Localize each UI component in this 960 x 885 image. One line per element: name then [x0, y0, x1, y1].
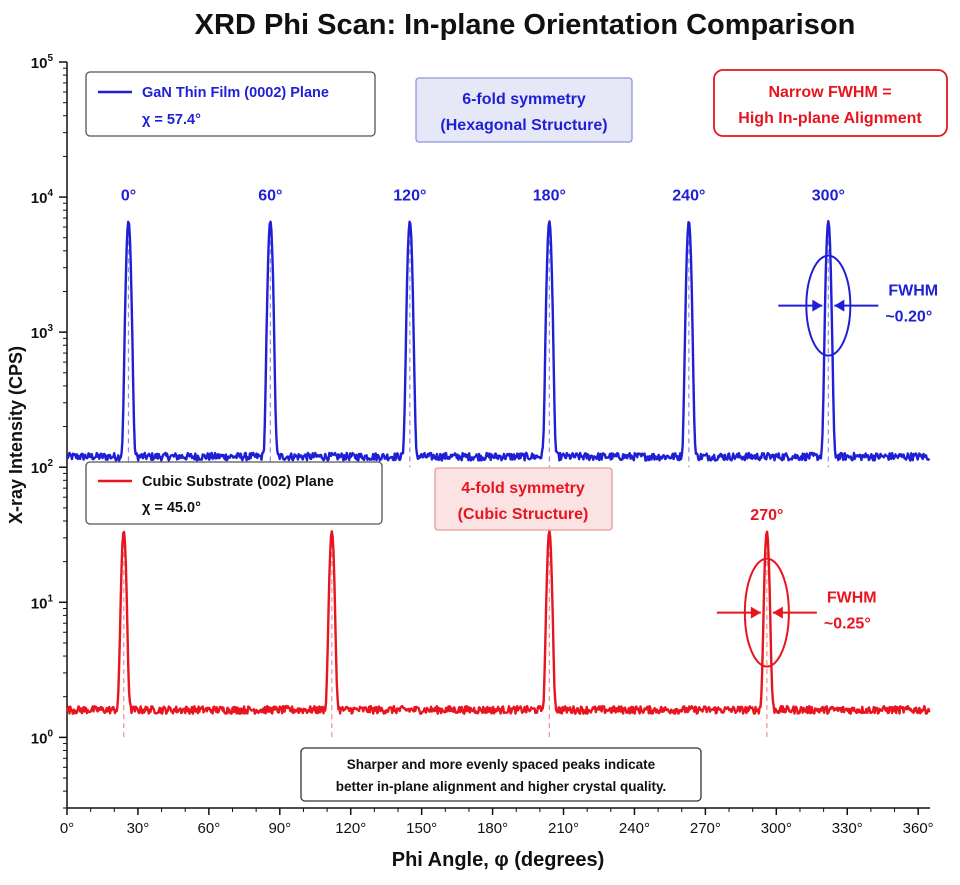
- fwhm-arrowhead-left: [812, 299, 823, 312]
- fwhm-arrowhead-left: [750, 606, 761, 619]
- legend-gan-chi: χ = 57.4°: [142, 112, 201, 128]
- x-tick-label: 150°: [406, 820, 437, 837]
- symmetry-box-gan: 6-fold symmetry (Hexagonal Structure): [415, 77, 633, 143]
- x-axis-label: Phi Angle, φ (degrees): [392, 849, 605, 871]
- alignment-note: Narrow FWHM = High In-plane Alignment: [713, 69, 948, 137]
- series-layer: [65, 220, 931, 715]
- alignment-note-line2: High In-plane Alignment: [738, 110, 922, 127]
- y-tick-label: 104: [31, 188, 54, 207]
- legend-cubic: Cubic Substrate (002) Plane χ = 45.0°: [85, 461, 383, 525]
- symmetry-gan-line2: (Hexagonal Structure): [440, 117, 607, 134]
- x-tick-label: 90°: [268, 820, 291, 837]
- x-tick-label: 300°: [761, 820, 792, 837]
- peak-label: 180°: [533, 187, 566, 204]
- x-tick-label: 0°: [60, 820, 74, 837]
- legend-gan: GaN Thin Film (0002) Plane χ = 57.4°: [85, 71, 376, 137]
- x-tick-label: 270°: [690, 820, 721, 837]
- symmetry-box-cubic: 4-fold symmetry (Cubic Structure): [434, 467, 613, 531]
- x-tick-label: 120°: [335, 820, 366, 837]
- x-tick-label: 210°: [548, 820, 579, 837]
- symmetry-gan-line1: 6-fold symmetry: [462, 91, 586, 108]
- fwhm-label-line1: FWHM: [888, 283, 938, 300]
- quality-note-line2: better in-plane alignment and higher cry…: [336, 779, 667, 794]
- x-tick-label: 360°: [903, 820, 934, 837]
- legend-cubic-chi: χ = 45.0°: [142, 500, 201, 516]
- peak-label: 300°: [812, 187, 845, 204]
- series-line-cubic: [65, 529, 931, 715]
- fwhm-arrowhead-right: [772, 606, 783, 619]
- peak-label: 240°: [672, 187, 705, 204]
- y-tick-label: 105: [31, 53, 54, 72]
- y-tick-label: 101: [31, 593, 54, 612]
- peak-label: 60°: [258, 187, 282, 204]
- x-tick-label: 30°: [127, 820, 150, 837]
- symmetry-cubic-line2: (Cubic Structure): [458, 506, 589, 523]
- x-ticks: 0° 30° 60° 90° 120° 150° 180° 210° 240° 270° 300° 3…: [60, 808, 934, 837]
- y-ticks: 100 101 102 103 104 105: [31, 53, 67, 809]
- y-axis-label: X-ray Intensity (CPS): [6, 346, 26, 524]
- symmetry-cubic-line1: 4-fold symmetry: [461, 480, 585, 497]
- y-tick-label: 102: [31, 458, 54, 477]
- legend-gan-name: GaN Thin Film (0002) Plane: [142, 85, 329, 101]
- fwhm-annotations: FWHM ~0.20° FWHM ~0.25°: [716, 254, 938, 668]
- fwhm-arrowhead-right: [834, 299, 845, 312]
- chart-title: XRD Phi Scan: In-plane Orientation Compa…: [195, 9, 856, 41]
- peak-label: 0°: [121, 187, 136, 204]
- legend-cubic-name: Cubic Substrate (002) Plane: [142, 474, 334, 490]
- quality-note: Sharper and more evenly spaced peaks ind…: [300, 747, 702, 802]
- x-tick-label: 240°: [619, 820, 650, 837]
- x-tick-label: 330°: [832, 820, 863, 837]
- y-tick-label: 103: [31, 323, 54, 342]
- y-tick-label: 100: [31, 728, 54, 747]
- series-line-gan: [65, 220, 931, 462]
- fwhm-label-line1: FWHM: [827, 590, 877, 607]
- x-tick-label: 60°: [198, 820, 221, 837]
- peak-label: 120°: [393, 187, 426, 204]
- peak-guide-lines: [123, 222, 829, 741]
- x-tick-label: 180°: [477, 820, 508, 837]
- quality-note-line1: Sharper and more evenly spaced peaks ind…: [347, 757, 656, 772]
- fwhm-label-line2: ~0.25°: [824, 616, 871, 633]
- peak-label: 270°: [750, 507, 783, 524]
- alignment-note-line1: Narrow FWHM =: [768, 84, 891, 101]
- fwhm-label-line2: ~0.20°: [885, 309, 932, 326]
